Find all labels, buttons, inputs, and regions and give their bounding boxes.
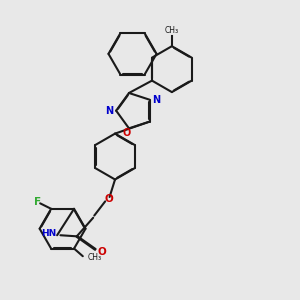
Text: N: N <box>106 106 114 116</box>
Text: CH₃: CH₃ <box>165 26 179 35</box>
Text: O: O <box>104 194 113 204</box>
Text: F: F <box>34 197 42 207</box>
Text: O: O <box>123 128 131 138</box>
Text: HN: HN <box>41 229 56 238</box>
Text: CH₃: CH₃ <box>87 253 101 262</box>
Text: N: N <box>152 95 160 105</box>
Text: O: O <box>98 247 106 256</box>
